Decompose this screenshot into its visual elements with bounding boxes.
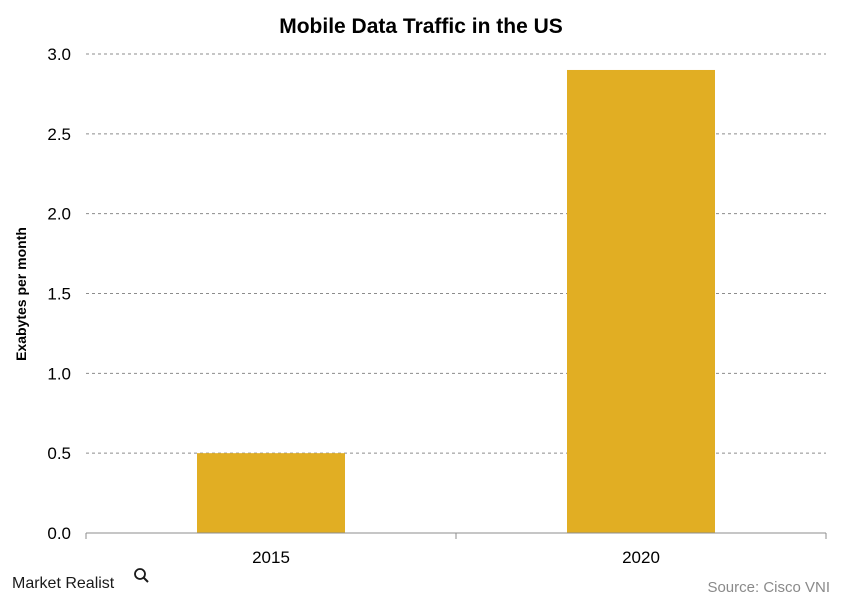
y-tick-label: 2.0	[47, 205, 71, 224]
y-tick-label: 0.5	[47, 444, 71, 463]
y-tick-label: 1.5	[47, 285, 71, 304]
x-tick-label: 2015	[252, 548, 290, 567]
y-tick-label: 2.5	[47, 125, 71, 144]
y-tick-label: 1.0	[47, 364, 71, 383]
axes	[85, 532, 827, 539]
x-tick-label: 2020	[622, 548, 660, 567]
bar-2020	[567, 69, 715, 533]
market-realist-logo: Market Realist	[12, 568, 149, 592]
bars	[197, 69, 715, 533]
y-tick-label: 3.0	[47, 45, 71, 64]
y-axis-label: Exabytes per month	[13, 227, 29, 361]
bar-2015	[197, 453, 345, 533]
magnifier-icon	[134, 568, 149, 583]
chart-title: Mobile Data Traffic in the US	[279, 15, 563, 38]
logo-text: Market Realist	[12, 575, 115, 592]
y-tick-label: 0.0	[47, 524, 71, 543]
x-tick-labels: 2015 2020	[252, 548, 660, 567]
y-tick-labels: 0.0 0.5 1.0 1.5 2.0 2.5 3.0	[47, 45, 71, 543]
source-note: Source: Cisco VNI	[707, 579, 830, 596]
